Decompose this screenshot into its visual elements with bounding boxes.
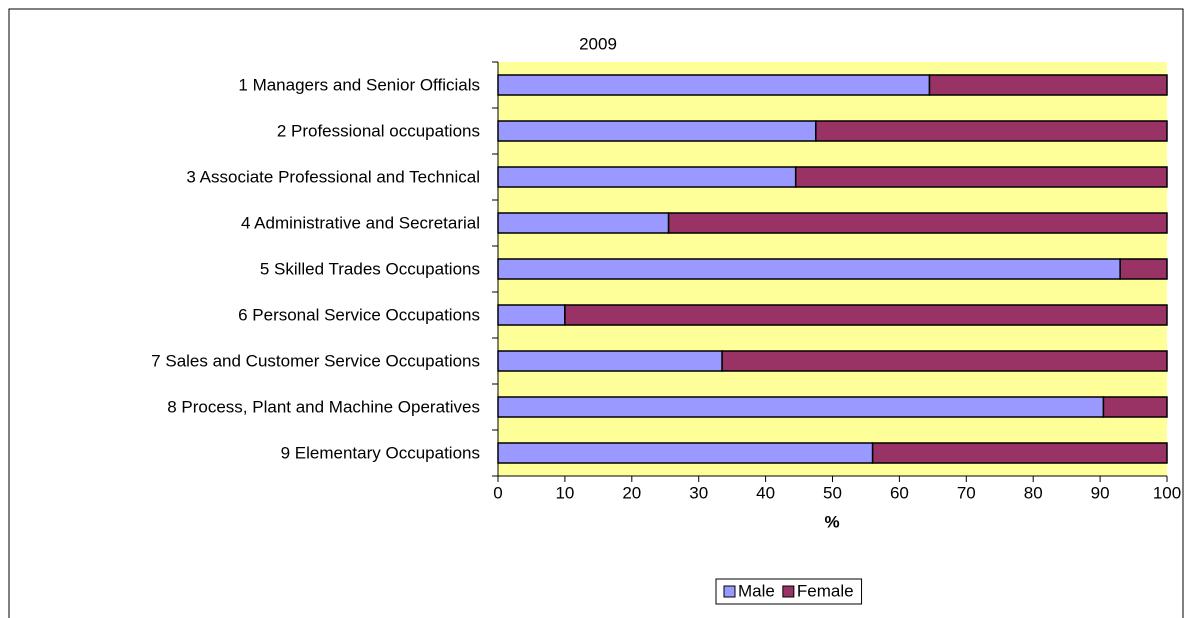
y-tick-label: 8 Process, Plant and Machine Operatives [167,397,480,416]
bar-segment [667,212,1168,234]
bar-segment [497,212,670,234]
x-tick-label: 40 [756,483,775,502]
x-tick-label: 20 [622,483,641,502]
y-tick-label: 6 Personal Service Occupations [238,305,480,324]
bar-segment [1102,396,1168,418]
chart-title: 2009 [579,34,617,53]
y-tick-label: 7 Sales and Customer Service Occupations [151,351,480,370]
legend: Male Female [715,578,863,605]
bar-segment [497,258,1121,280]
bar-segment [497,74,931,96]
bar-segment [871,442,1168,464]
legend-label: Male [738,581,775,600]
x-tick-label: 70 [957,483,976,502]
legend-label: Female [797,581,854,600]
bar-segment [794,166,1168,188]
y-tick-label: 2 Professional occupations [277,121,480,140]
bar-segment [564,304,1168,326]
bar-segment [497,350,723,372]
legend-swatch [782,585,795,598]
bar-segment [497,396,1105,418]
legend-swatch [723,585,736,598]
x-tick-label: 60 [890,483,909,502]
chart-border [8,8,1184,618]
x-axis-label: % [824,512,839,531]
bar-segment [815,120,1168,142]
y-tick-label: 5 Skilled Trades Occupations [260,259,480,278]
bar-segment [928,74,1168,96]
bar-segment [1119,258,1168,280]
x-tick-label: 50 [823,483,842,502]
x-tick-label: 10 [555,483,574,502]
y-tick-label: 1 Managers and Senior Officials [238,75,480,94]
bar-segment [721,350,1168,372]
x-tick-label: 80 [1024,483,1043,502]
y-tick-label: 9 Elementary Occupations [281,443,480,462]
x-tick-label: 90 [1091,483,1110,502]
y-tick-label: 4 Administrative and Secretarial [241,213,480,232]
bar-segment [497,166,797,188]
bar-segment [497,120,817,142]
x-tick-label: 100 [1153,483,1181,502]
y-tick-label: 3 Associate Professional and Technical [186,167,480,186]
bar-segment [497,304,566,326]
bar-segment [497,442,874,464]
x-tick-label: 0 [493,483,502,502]
x-tick-label: 30 [689,483,708,502]
